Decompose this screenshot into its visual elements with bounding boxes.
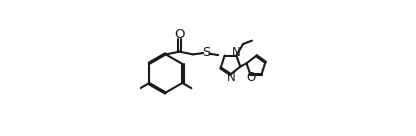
Text: N: N [227, 71, 236, 84]
Text: O: O [174, 28, 185, 41]
Text: S: S [203, 46, 211, 59]
Text: O: O [246, 71, 255, 84]
Text: N: N [232, 46, 241, 59]
